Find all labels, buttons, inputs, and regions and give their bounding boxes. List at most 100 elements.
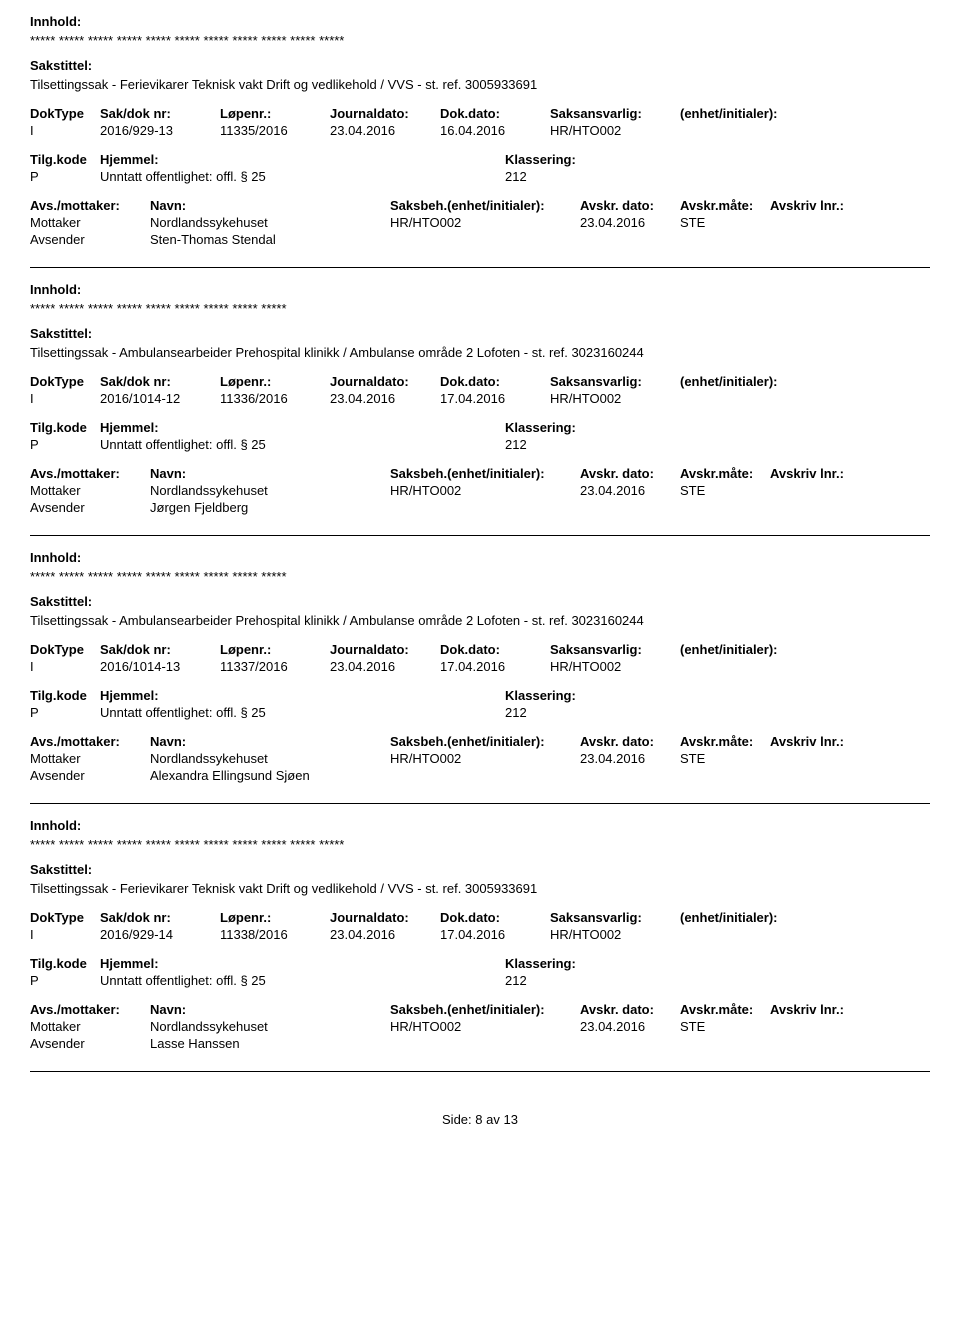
avsender-navn: Lasse Hanssen xyxy=(150,1036,390,1051)
dokdato-value: 16.04.2016 xyxy=(440,123,550,138)
avsmottaker-label: Avs./mottaker: xyxy=(30,198,150,213)
hjemmel-value: Unntatt offentlighet: offl. § 25 xyxy=(100,169,505,184)
enhet-value xyxy=(680,659,930,674)
sakdok-label: Sak/dok nr: xyxy=(100,642,220,657)
journaldato-label: Journaldato: xyxy=(330,106,440,121)
mottaker-row: Mottaker Nordlandssykehuset HR/HTO002 23… xyxy=(30,1019,930,1034)
hjemmel-label: Hjemmel: xyxy=(100,152,505,167)
tilgkode-label: Tilg.kode xyxy=(30,152,100,167)
doktype-label: DokType xyxy=(30,910,100,925)
saksansvarlig-label: Saksansvarlig: xyxy=(550,374,680,389)
mottaker-row: Mottaker Nordlandssykehuset HR/HTO002 23… xyxy=(30,483,930,498)
avsmottaker-label: Avs./mottaker: xyxy=(30,466,150,481)
mottaker-navn: Nordlandssykehuset xyxy=(150,483,390,498)
sakstittel-text: Tilsettingssak - Ferievikarer Teknisk va… xyxy=(30,77,930,92)
saksbeh-value: HR/HTO002 xyxy=(390,215,580,230)
sakdok-value: 2016/1014-13 xyxy=(100,659,220,674)
journal-record: Innhold: ***** ***** ***** ***** ***** *… xyxy=(30,14,930,247)
avsender-row: Avsender Lasse Hanssen xyxy=(30,1036,930,1051)
klassering-value: 212 xyxy=(505,169,527,184)
tilg-value-row: P Unntatt offentlighet: offl. § 25 212 xyxy=(30,705,930,720)
sakdok-label: Sak/dok nr: xyxy=(100,374,220,389)
mottaker-row: Mottaker Nordlandssykehuset HR/HTO002 23… xyxy=(30,215,930,230)
avskrlnr-label: Avskriv lnr.: xyxy=(770,1002,844,1017)
sakstittel-label: Sakstittel: xyxy=(30,58,930,73)
tilg-value-row: P Unntatt offentlighet: offl. § 25 212 xyxy=(30,973,930,988)
journaldato-value: 23.04.2016 xyxy=(330,927,440,942)
mottaker-navn: Nordlandssykehuset xyxy=(150,751,390,766)
lopenr-label: Løpenr.: xyxy=(220,910,330,925)
avskrlnr-label: Avskriv lnr.: xyxy=(770,198,844,213)
dokdato-value: 17.04.2016 xyxy=(440,927,550,942)
doktype-label: DokType xyxy=(30,106,100,121)
hjemmel-label: Hjemmel: xyxy=(100,956,505,971)
saksbeh-label: Saksbeh.(enhet/initialer): xyxy=(390,1002,580,1017)
tilg-header-row: Tilg.kode Hjemmel: Klassering: xyxy=(30,956,930,971)
tilgkode-label: Tilg.kode xyxy=(30,956,100,971)
tilgkode-label: Tilg.kode xyxy=(30,688,100,703)
side-label: Side: xyxy=(442,1112,472,1127)
doc-header-row: DokType Sak/dok nr: Løpenr.: Journaldato… xyxy=(30,374,930,389)
avskrmate-value: TE xyxy=(689,215,779,230)
avskrmate-value: TE xyxy=(689,483,779,498)
lopenr-value: 11336/2016 xyxy=(220,391,330,406)
tilgkode-value: P xyxy=(30,169,100,184)
klassering-label: Klassering: xyxy=(505,420,576,435)
doc-value-row: I 2016/1014-13 11337/2016 23.04.2016 17.… xyxy=(30,659,930,674)
avskrmate-label: Avskr.måte: xyxy=(680,1002,770,1017)
innhold-label: Innhold: xyxy=(30,818,930,833)
mottaker-row: Mottaker Nordlandssykehuset HR/HTO002 23… xyxy=(30,751,930,766)
innhold-text: ***** ***** ***** ***** ***** ***** ****… xyxy=(30,569,930,584)
sakdok-label: Sak/dok nr: xyxy=(100,106,220,121)
lopenr-value: 11335/2016 xyxy=(220,123,330,138)
records-container: Innhold: ***** ***** ***** ***** ***** *… xyxy=(30,14,930,1072)
journaldato-value: 23.04.2016 xyxy=(330,391,440,406)
enhet-label: (enhet/initialer): xyxy=(680,642,930,657)
mottaker-label: Mottaker xyxy=(30,1019,150,1034)
mottaker-navn: Nordlandssykehuset xyxy=(150,215,390,230)
avsender-label: Avsender xyxy=(30,232,150,247)
dokdato-label: Dok.dato: xyxy=(440,106,550,121)
record-divider xyxy=(30,267,930,268)
sakstittel-text: Tilsettingssak - Ferievikarer Teknisk va… xyxy=(30,881,930,896)
avsmottaker-label: Avs./mottaker: xyxy=(30,734,150,749)
enhet-label: (enhet/initialer): xyxy=(680,910,930,925)
sakstittel-text: Tilsettingssak - Ambulansearbeider Preho… xyxy=(30,613,930,628)
tilg-value-row: P Unntatt offentlighet: offl. § 25 212 xyxy=(30,169,930,184)
sakdok-label: Sak/dok nr: xyxy=(100,910,220,925)
navn-label: Navn: xyxy=(150,198,390,213)
av-label: av xyxy=(486,1112,500,1127)
tilg-header-row: Tilg.kode Hjemmel: Klassering: xyxy=(30,152,930,167)
avsender-label: Avsender xyxy=(30,500,150,515)
klassering-value: 212 xyxy=(505,705,527,720)
avsmottaker-label: Avs./mottaker: xyxy=(30,1002,150,1017)
innhold-text: ***** ***** ***** ***** ***** ***** ****… xyxy=(30,301,930,316)
navn-label: Navn: xyxy=(150,734,390,749)
record-divider xyxy=(30,1071,930,1072)
journaldato-label: Journaldato: xyxy=(330,910,440,925)
avs-header-row: Avs./mottaker: Navn: Saksbeh.(enhet/init… xyxy=(30,198,930,213)
doktype-label: DokType xyxy=(30,374,100,389)
avs-header-row: Avs./mottaker: Navn: Saksbeh.(enhet/init… xyxy=(30,734,930,749)
doc-value-row: I 2016/929-13 11335/2016 23.04.2016 16.0… xyxy=(30,123,930,138)
hjemmel-label: Hjemmel: xyxy=(100,420,505,435)
saksbeh-value: HR/HTO002 xyxy=(390,483,580,498)
journaldato-label: Journaldato: xyxy=(330,642,440,657)
avsender-row: Avsender Alexandra Ellingsund Sjøen xyxy=(30,768,930,783)
saksansvarlig-value: HR/HTO002 xyxy=(550,659,680,674)
avsender-navn: Jørgen Fjeldberg xyxy=(150,500,390,515)
sakstittel-label: Sakstittel: xyxy=(30,862,930,877)
journaldato-value: 23.04.2016 xyxy=(330,659,440,674)
doc-header-row: DokType Sak/dok nr: Løpenr.: Journaldato… xyxy=(30,106,930,121)
saksbeh-value: HR/HTO002 xyxy=(390,1019,580,1034)
saksansvarlig-value: HR/HTO002 xyxy=(550,391,680,406)
doktype-label: DokType xyxy=(30,642,100,657)
doktype-value: I xyxy=(30,927,100,942)
sakstittel-label: Sakstittel: xyxy=(30,594,930,609)
avs-header-row: Avs./mottaker: Navn: Saksbeh.(enhet/init… xyxy=(30,1002,930,1017)
lopenr-value: 11338/2016 xyxy=(220,927,330,942)
klassering-label: Klassering: xyxy=(505,152,576,167)
mottaker-label: Mottaker xyxy=(30,751,150,766)
doktype-value: I xyxy=(30,659,100,674)
doc-value-row: I 2016/929-14 11338/2016 23.04.2016 17.0… xyxy=(30,927,930,942)
